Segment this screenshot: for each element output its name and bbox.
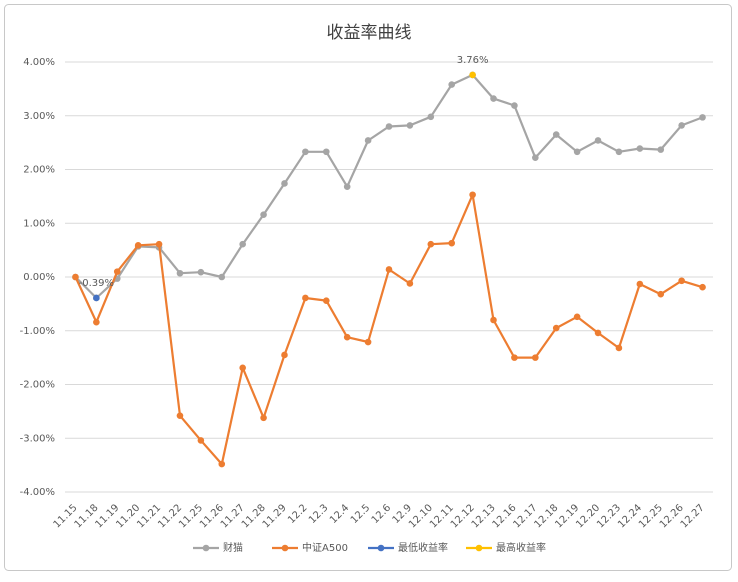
point (678, 122, 685, 129)
point (302, 148, 309, 156)
point (469, 191, 476, 199)
point (532, 154, 539, 161)
point (197, 437, 205, 444)
point (490, 316, 497, 324)
point (552, 324, 560, 332)
chart-title: 收益率曲线 (327, 23, 412, 43)
legend-marker (377, 544, 385, 552)
point (113, 268, 121, 275)
point (343, 333, 351, 341)
point (657, 290, 665, 298)
point (594, 329, 602, 337)
point (218, 460, 226, 468)
legend-label: 最高收益率 (496, 541, 546, 554)
value-label: 3.76% (457, 55, 489, 66)
point (594, 137, 602, 144)
point (322, 297, 330, 304)
point (678, 277, 685, 285)
legend-marker (281, 544, 289, 552)
legend-label: 财猫 (223, 541, 243, 554)
point (511, 354, 518, 361)
point (155, 240, 163, 248)
point (636, 280, 644, 288)
point (260, 211, 267, 218)
y-tick-label: -3.00% (20, 433, 55, 444)
chart-frame (4, 4, 732, 571)
point (636, 145, 644, 152)
point (364, 338, 372, 346)
point (218, 273, 226, 281)
point (490, 95, 497, 102)
y-tick-label: 0.00% (23, 272, 55, 283)
point (615, 148, 623, 156)
point (239, 364, 246, 372)
point (699, 283, 706, 291)
point (511, 102, 518, 109)
point (406, 280, 414, 287)
y-tick-label: -1.00% (20, 326, 55, 337)
point (657, 146, 665, 153)
point (281, 180, 288, 187)
legend-marker (202, 544, 210, 552)
legend-label: 最低收益率 (398, 541, 448, 554)
point (573, 148, 581, 156)
point (699, 114, 706, 121)
point (176, 412, 184, 419)
point (469, 71, 476, 79)
point (385, 266, 393, 273)
point (176, 269, 184, 277)
legend-label: 中证A500 (302, 541, 348, 554)
point (281, 351, 288, 359)
point (427, 113, 435, 121)
value-label: -0.39% (79, 278, 114, 289)
point (260, 414, 267, 422)
point (427, 240, 435, 248)
point (302, 294, 309, 302)
y-tick-label: 2.00% (23, 165, 55, 176)
y-tick-label: 3.00% (23, 111, 55, 122)
point (406, 122, 414, 129)
point (134, 241, 142, 249)
point (615, 344, 623, 352)
y-tick-label: 4.00% (23, 57, 55, 68)
y-tick-label: -4.00% (20, 487, 55, 498)
point (197, 268, 205, 276)
point (573, 313, 581, 321)
point (364, 137, 372, 144)
y-tick-label: 1.00% (23, 218, 55, 229)
point (532, 354, 539, 361)
point (448, 239, 456, 247)
point (239, 240, 246, 248)
point (93, 318, 100, 326)
point (322, 148, 330, 156)
point (343, 183, 351, 190)
point (72, 273, 79, 281)
point (448, 81, 456, 88)
point (385, 123, 393, 130)
point (93, 294, 100, 302)
point (552, 131, 560, 138)
y-tick-label: -2.00% (20, 380, 55, 391)
legend-marker (475, 544, 483, 552)
